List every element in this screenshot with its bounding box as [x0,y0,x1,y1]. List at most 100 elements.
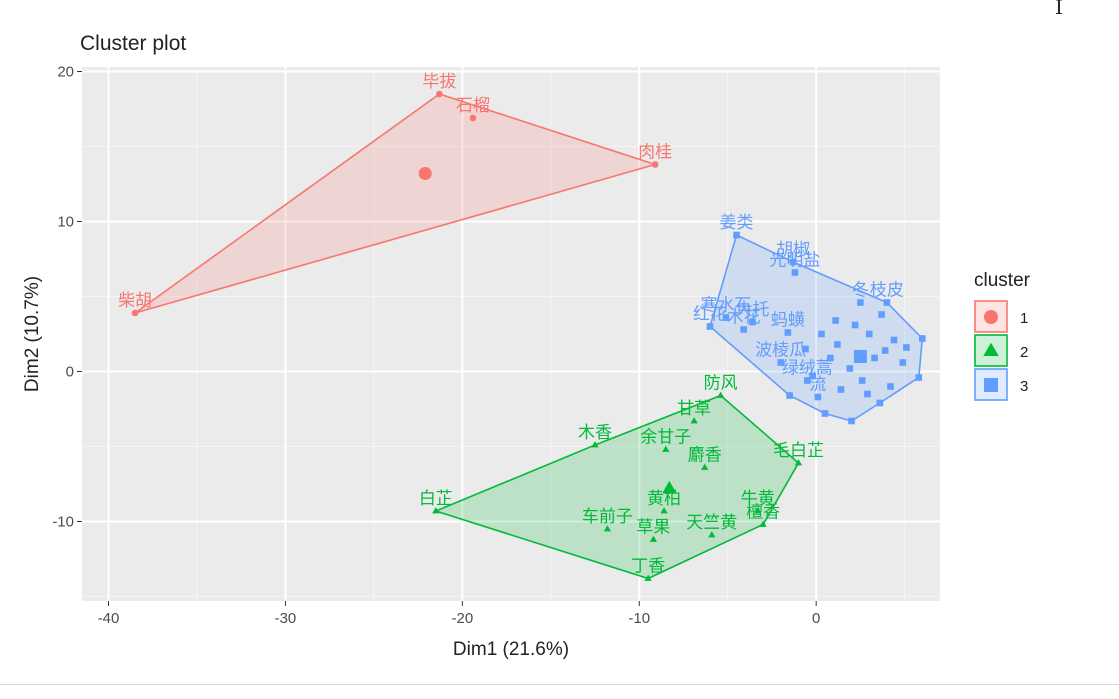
point-cluster-2 [603,525,612,532]
point-cluster-3 [903,344,910,351]
point-label: 姜类 [720,213,754,233]
point-cluster-3 [786,392,793,399]
point-label: 流 [809,375,826,395]
y-tick-label: 10 [57,214,74,231]
point-cluster-3 [887,383,894,390]
point-label: 波棱瓜 [755,341,806,361]
point-cluster-3 [851,321,859,329]
point-label: 甘草 [677,399,711,419]
legend-marker-3 [984,378,998,392]
point-cluster-2 [701,463,709,470]
point-cluster-3 [899,359,907,366]
cluster-hull-1 [134,93,658,314]
y-tick-label: 0 [66,364,74,381]
point-cluster-2 [649,535,658,542]
point-cluster-3 [919,335,926,342]
point-cluster-3 [804,377,811,384]
x-tick-label: -30 [275,610,297,627]
point-cluster-1 [131,309,139,317]
point-cluster-2 [794,459,803,466]
cluster-hulls [134,93,924,580]
point-cluster-3 [837,386,845,393]
point-label: 余甘子 [640,428,691,448]
point-label: 光明盐 [769,251,820,271]
y-tick-label: -10 [52,514,74,531]
point-cluster-1 [469,114,477,122]
point-label: 防风 [704,374,738,394]
chart-title: Cluster plot [80,32,186,55]
point-cluster-3 [821,410,829,417]
point-cluster-3 [878,311,885,318]
cluster-center-2 [662,480,677,494]
plot-panel [82,67,940,601]
point-label: 石榴 [456,96,490,116]
y-tick-label: 20 [57,64,74,81]
point-cluster-2 [591,441,599,448]
cluster-center-3 [853,350,867,363]
point-cluster-3 [857,299,864,306]
point-cluster-3 [865,330,873,338]
cluster-centers [418,167,867,494]
x-tick-label: -40 [98,610,120,627]
point-cluster-3 [789,258,797,266]
legend-label: 3 [1020,378,1028,395]
point-cluster-3 [890,336,898,344]
x-axis-label: Dim1 (21.6%) [453,639,569,660]
point-label: 寒水石 [700,296,751,316]
point-cluster-3 [818,330,825,338]
point-label: 大托 [735,300,769,320]
point-cluster-3 [881,347,889,354]
x-tick-label: -20 [452,610,474,627]
point-cluster-3 [871,354,878,362]
point-label: 柴胡 [118,291,152,311]
point-cluster-2 [644,574,652,581]
legend-label: 1 [1020,310,1028,327]
y-axis-label: Dim2 (10.7%) [22,276,43,392]
point-label: 车前子 [582,507,633,527]
x-tick-label: -10 [628,610,650,627]
point-cluster-2 [662,445,670,452]
point-label: 白芷 [419,489,453,509]
point-cluster-3 [876,399,884,407]
data-points [131,90,926,581]
point-label: 木花 [727,308,761,328]
bottom-rule [0,684,1119,685]
point-cluster-1 [651,161,659,168]
point-cluster-2 [660,507,668,514]
cluster-center-1 [418,167,432,180]
legend-marker-2 [983,342,999,357]
point-label: 黄柏 [647,489,681,509]
point-cluster-3 [791,269,799,276]
point-cluster-3 [827,354,834,362]
point-label: 麝香 [688,446,722,466]
point-label: 木香 [578,423,612,443]
point-cluster-3 [858,377,866,384]
point-cluster-3 [883,299,891,306]
point-label: 檀香 [746,503,780,523]
point-label: 绿绒蒿 [782,359,833,379]
point-cluster-3 [784,329,792,336]
point-label: 草果 [636,518,670,538]
point-cluster-2 [754,507,762,514]
legend-label: 2 [1020,344,1028,361]
point-label: 枝皮 [870,281,904,301]
point-label: 毕拔 [422,72,456,92]
legend-marker-1 [984,310,998,324]
point-cluster-2 [717,391,725,398]
point-label: 丁香 [631,557,665,577]
point-cluster-3 [749,318,756,326]
point-label: 红花 [693,305,727,325]
point-cluster-3 [809,372,816,380]
point-cluster-3 [722,314,730,321]
x-tick-label: 0 [812,610,820,627]
point-cluster-3 [864,390,871,398]
point-cluster-2 [690,417,698,424]
point-cluster-2 [759,520,767,527]
point-cluster-3 [733,231,740,239]
text-cursor-icon: I [1055,0,1063,19]
point-cluster-3 [802,345,809,353]
point-cluster-3 [834,341,841,348]
point-label: 冬 [852,281,869,301]
